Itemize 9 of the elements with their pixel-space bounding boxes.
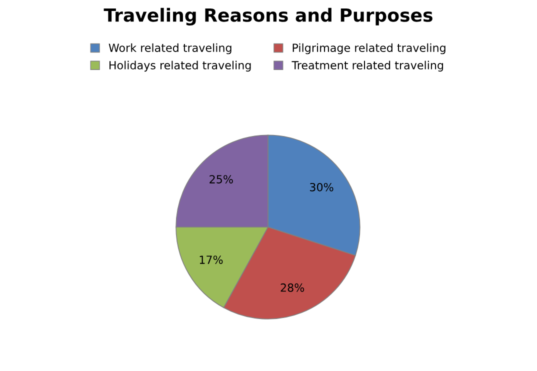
data-label: 30% — [310, 182, 334, 192]
data-label: 25% — [210, 175, 233, 184]
legend-label: Work related traveling — [108, 43, 232, 54]
legend-label: Treatment related traveling — [292, 60, 444, 72]
data-label: 28% — [280, 283, 304, 292]
legend-label: Pilgrimage related traveling — [292, 43, 446, 54]
data-label: 17% — [200, 256, 223, 264]
legend-label: Holidays related traveling — [110, 60, 251, 72]
chart-title: Traveling Reasons and Purposes — [104, 8, 432, 26]
